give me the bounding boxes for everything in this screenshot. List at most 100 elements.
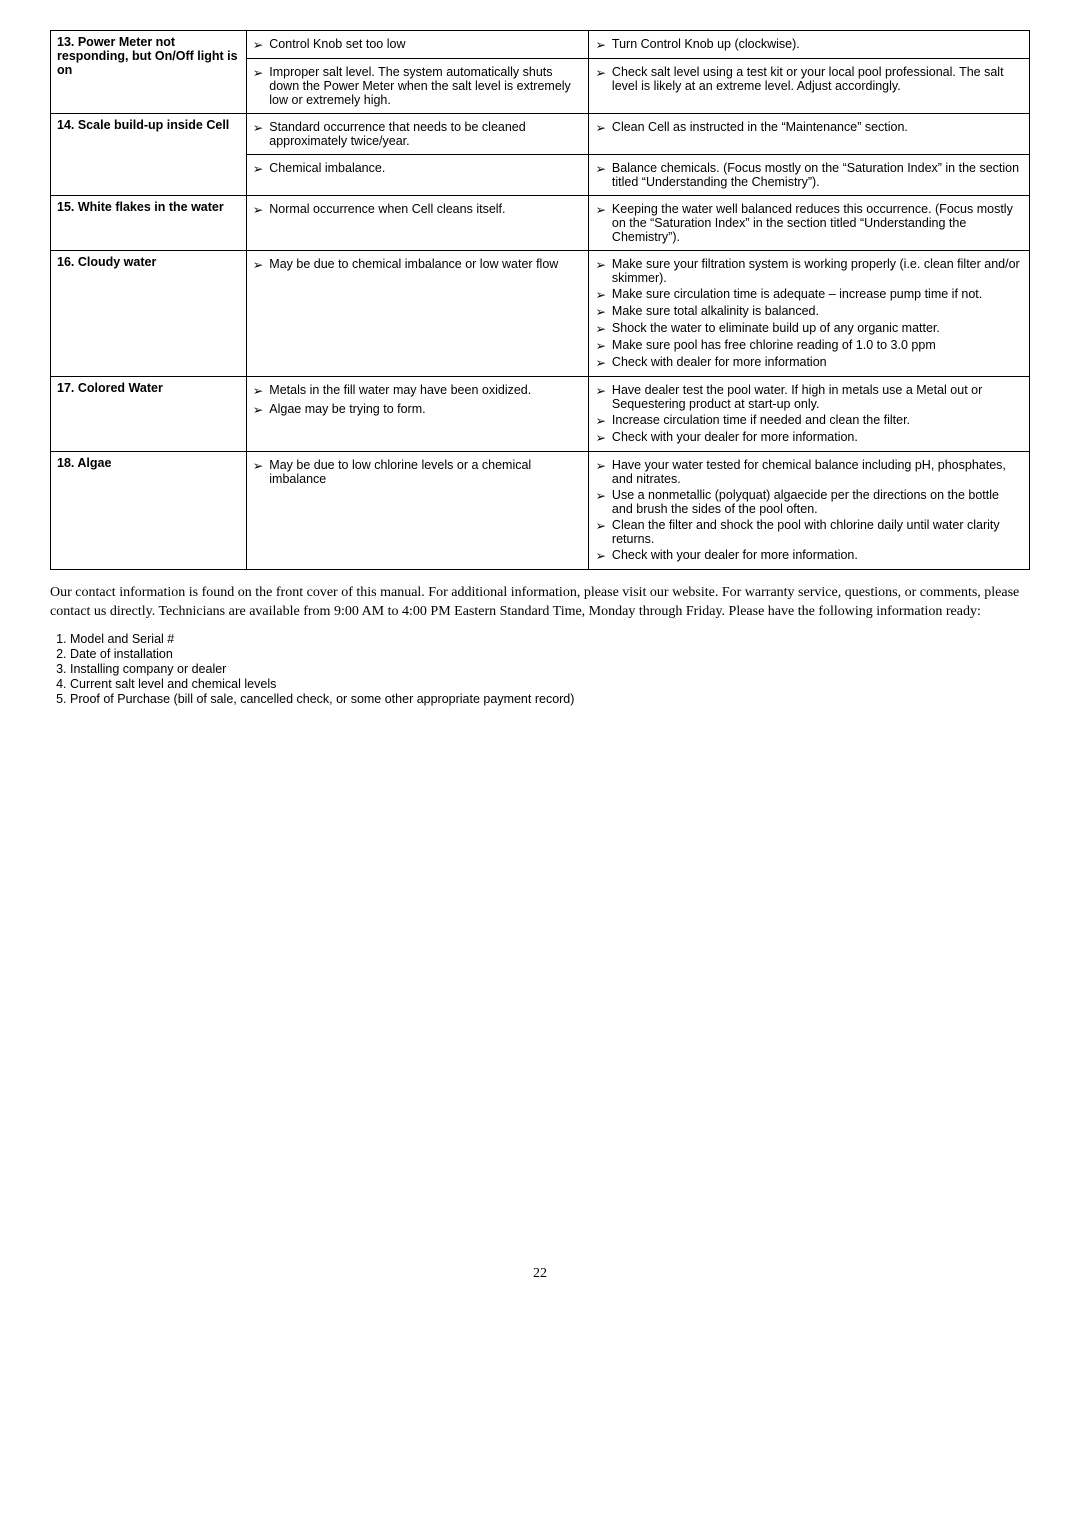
- info-list: Model and Serial #Date of installationIn…: [50, 632, 1030, 706]
- arrow-icon: ➢: [595, 518, 605, 533]
- bullet-text: Clean Cell as instructed in the “Mainten…: [612, 120, 908, 134]
- bullet-item: ➢Make sure your filtration system is wor…: [595, 257, 1023, 285]
- list-item: Current salt level and chemical levels: [70, 677, 1030, 691]
- bullet-item: ➢ Shock the water to eliminate build up o…: [595, 321, 1023, 336]
- bullet-item: ➢Standard occurrence that needs to be cl…: [253, 120, 583, 148]
- bullet-text: Algae may be trying to form.: [269, 402, 425, 416]
- bullet-text: Make sure total alkalinity is balanced.: [612, 304, 819, 318]
- bullet-text: Control Knob set too low: [269, 37, 405, 51]
- issue-cell: 15. White flakes in the water: [51, 196, 247, 251]
- bullet-text: Shock the water to eliminate build up of…: [612, 321, 940, 335]
- arrow-icon: ➢: [595, 548, 605, 563]
- bullet-text: Check with your dealer for more informat…: [612, 548, 858, 562]
- bullet-item: ➢ Check with your dealer for more informa…: [595, 430, 1023, 445]
- arrow-icon: ➢: [595, 338, 605, 353]
- arrow-icon: ➢: [595, 488, 605, 503]
- arrow-icon: ➢: [595, 37, 605, 52]
- arrow-icon: ➢: [595, 355, 605, 370]
- arrow-icon: ➢: [253, 458, 263, 473]
- cause-cell: ➢Metals in the fill water may have been …: [246, 377, 589, 452]
- bullet-item: ➢Turn Control Knob up (clockwise).: [595, 37, 1023, 52]
- solution-cell: ➢Make sure your filtration system is wor…: [589, 251, 1030, 377]
- cause-cell: ➢Standard occurrence that needs to be cl…: [246, 114, 589, 155]
- solution-cell: ➢ Have dealer test the pool water. If hig…: [589, 377, 1030, 452]
- cause-cell: ➢May be due to chemical imbalance or low…: [246, 251, 589, 377]
- bullet-text: Normal occurrence when Cell cleans itsel…: [269, 202, 505, 216]
- bullet-text: Use a nonmetallic (polyquat) algaecide p…: [612, 488, 1023, 516]
- cause-cell: ➢ Chemical imbalance.: [246, 155, 589, 196]
- arrow-icon: ➢: [595, 321, 605, 336]
- bullet-item: ➢ Have your water tested for chemical bal…: [595, 458, 1023, 486]
- bullet-item: ➢ May be due to low chlorine levels or a …: [253, 458, 583, 486]
- bullet-item: ➢ Normal occurrence when Cell cleans itse…: [253, 202, 583, 217]
- bullet-text: Make sure pool has free chlorine reading…: [612, 338, 936, 352]
- bullet-text: Clean the filter and shock the pool with…: [612, 518, 1023, 546]
- bullet-text: Improper salt level. The system automati…: [269, 65, 582, 107]
- cause-cell: ➢ May be due to low chlorine levels or a …: [246, 452, 589, 570]
- bullet-item: ➢ Check with your dealer for more informa…: [595, 548, 1023, 563]
- bullet-text: Chemical imbalance.: [269, 161, 385, 175]
- table-row: 14. Scale build-up inside Cell➢Standard …: [51, 114, 1030, 155]
- contact-paragraph: Our contact information is found on the …: [50, 584, 1030, 622]
- bullet-item: ➢ Check with dealer for more information: [595, 355, 1023, 370]
- list-item: Date of installation: [70, 647, 1030, 661]
- arrow-icon: ➢: [253, 161, 263, 176]
- arrow-icon: ➢: [595, 287, 605, 302]
- solution-cell: ➢Balance chemicals. (Focus mostly on the…: [589, 155, 1030, 196]
- table-row: 13. Power Meter not responding, but On/O…: [51, 31, 1030, 59]
- solution-cell: ➢Keeping the water well balanced reduces…: [589, 196, 1030, 251]
- arrow-icon: ➢: [253, 65, 263, 80]
- solution-cell: ➢ Clean Cell as instructed in the “Mainte…: [589, 114, 1030, 155]
- arrow-icon: ➢: [253, 37, 263, 52]
- issue-cell: 13. Power Meter not responding, but On/O…: [51, 31, 247, 114]
- bullet-text: Check with your dealer for more informat…: [612, 430, 858, 444]
- arrow-icon: ➢: [595, 383, 605, 398]
- arrow-icon: ➢: [595, 458, 605, 473]
- bullet-item: ➢Keeping the water well balanced reduces…: [595, 202, 1023, 244]
- bullet-text: Have dealer test the pool water. If high…: [612, 383, 1023, 411]
- bullet-item: ➢ Control Knob set too low: [253, 37, 583, 52]
- bullet-item: ➢ Algae may be trying to form.: [253, 402, 583, 417]
- bullet-text: Increase circulation time if needed and …: [612, 413, 910, 427]
- arrow-icon: ➢: [595, 413, 605, 428]
- bullet-item: ➢Metals in the fill water may have been …: [253, 383, 583, 398]
- cause-cell: ➢ Improper salt level. The system automat…: [246, 59, 589, 114]
- bullet-text: Have your water tested for chemical bala…: [612, 458, 1023, 486]
- arrow-icon: ➢: [253, 402, 263, 417]
- arrow-icon: ➢: [595, 120, 605, 135]
- bullet-item: ➢ Have dealer test the pool water. If hig…: [595, 383, 1023, 411]
- bullet-item: ➢ Make sure circulation time is adequate …: [595, 287, 1023, 302]
- arrow-icon: ➢: [253, 202, 263, 217]
- cause-cell: ➢ Control Knob set too low: [246, 31, 589, 59]
- cause-cell: ➢ Normal occurrence when Cell cleans itse…: [246, 196, 589, 251]
- list-item: Installing company or dealer: [70, 662, 1030, 676]
- bullet-text: Check with dealer for more information: [612, 355, 827, 369]
- table-row: 18. Algae ➢ May be due to low chlorine lev…: [51, 452, 1030, 570]
- bullet-text: May be due to chemical imbalance or low …: [269, 257, 558, 271]
- bullet-text: Check salt level using a test kit or you…: [612, 65, 1023, 93]
- issue-cell: 16. Cloudy water: [51, 251, 247, 377]
- bullet-text: May be due to low chlorine levels or a c…: [269, 458, 582, 486]
- page-number: 22: [50, 1266, 1030, 1282]
- table-row: 16. Cloudy water➢May be due to chemical …: [51, 251, 1030, 377]
- bullet-item: ➢ Increase circulation time if needed and…: [595, 413, 1023, 428]
- table-row: 17. Colored Water➢Metals in the fill wat…: [51, 377, 1030, 452]
- bullet-text: Keeping the water well balanced reduces …: [612, 202, 1023, 244]
- bullet-item: ➢ Clean the filter and shock the pool wit…: [595, 518, 1023, 546]
- solution-cell: ➢Turn Control Knob up (clockwise).: [589, 31, 1030, 59]
- bullet-item: ➢ Improper salt level. The system automat…: [253, 65, 583, 107]
- bullet-item: ➢Balance chemicals. (Focus mostly on the…: [595, 161, 1023, 189]
- bullet-text: Standard occurrence that needs to be cle…: [269, 120, 582, 148]
- issue-cell: 14. Scale build-up inside Cell: [51, 114, 247, 196]
- bullet-item: ➢Check salt level using a test kit or yo…: [595, 65, 1023, 93]
- arrow-icon: ➢: [595, 430, 605, 445]
- bullet-item: ➢ Clean Cell as instructed in the “Mainte…: [595, 120, 1023, 135]
- troubleshooting-table: 13. Power Meter not responding, but On/O…: [50, 30, 1030, 570]
- issue-cell: 18. Algae: [51, 452, 247, 570]
- arrow-icon: ➢: [595, 257, 605, 272]
- list-item: Model and Serial #: [70, 632, 1030, 646]
- solution-cell: ➢ Have your water tested for chemical bal…: [589, 452, 1030, 570]
- bullet-item: ➢ Use a nonmetallic (polyquat) algaecide …: [595, 488, 1023, 516]
- list-item: Proof of Purchase (bill of sale, cancell…: [70, 692, 1030, 706]
- bullet-text: Make sure circulation time is adequate –…: [612, 287, 982, 301]
